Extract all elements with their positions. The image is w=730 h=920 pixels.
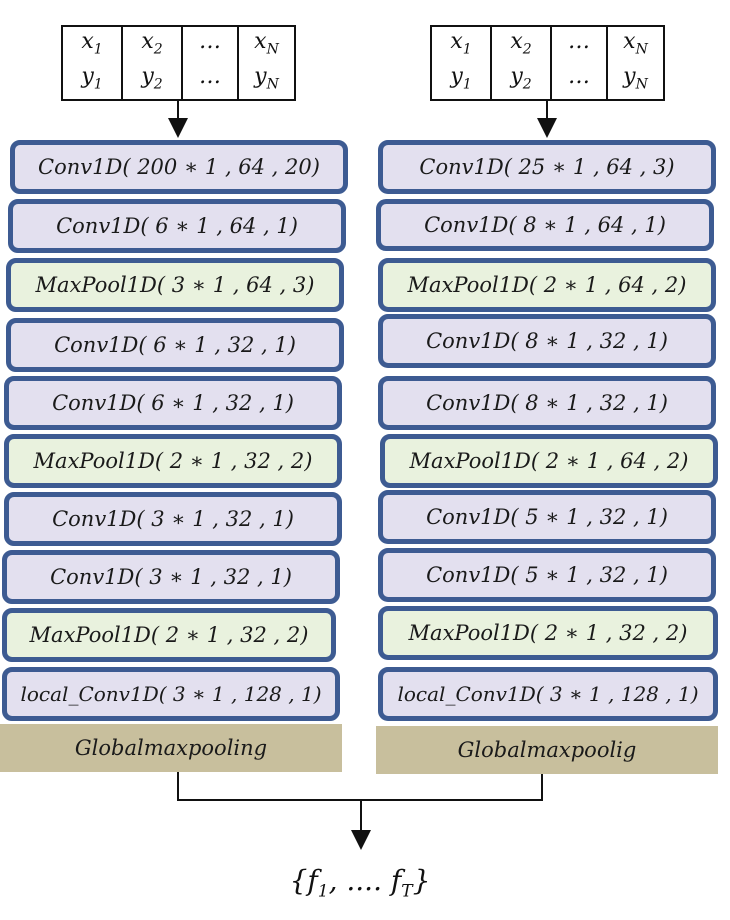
right-input-cell: x2 y2 <box>492 27 552 99</box>
merge-connector <box>177 772 543 801</box>
left-input-cell: x2 y2 <box>123 27 183 99</box>
left-input-cell: x1 y1 <box>63 27 123 99</box>
right-layer: Conv1D( 5 ∗ 1 , 32 , 1) <box>378 490 716 544</box>
right-layer: MaxPool1D( 2 ∗ 1 , 64 , 2) <box>380 434 718 488</box>
right-input-cell: xN yN <box>623 28 648 93</box>
left-input-table: x1 y1 x2 y2 …… xN yN <box>61 25 296 101</box>
left-layer: Conv1D( 200 ∗ 1 , 64 , 20) <box>10 140 348 194</box>
right-layer: Conv1D( 8 ∗ 1 , 64 , 1) <box>376 199 714 251</box>
left-layer: local_Conv1D( 3 ∗ 1 , 128 , 1) <box>2 667 340 721</box>
left-layer: MaxPool1D( 3 ∗ 1 , 64 , 3) <box>6 258 344 312</box>
right-layer: MaxPool1D( 2 ∗ 1 , 32 , 2) <box>378 606 718 660</box>
right-layer: Conv1D( 8 ∗ 1 , 32 , 1) <box>378 314 716 368</box>
right-layer: Conv1D( 25 ∗ 1 , 64 , 3) <box>378 140 716 194</box>
left-layer: Conv1D( 3 ∗ 1 , 32 , 1) <box>4 492 342 546</box>
left-layer: Conv1D( 6 ∗ 1 , 32 , 1) <box>6 318 344 372</box>
right-global-maxpool: Globalmaxpoolig <box>376 726 718 774</box>
right-layer: local_Conv1D( 3 ∗ 1 , 128 , 1) <box>378 667 718 721</box>
left-layer: MaxPool1D( 2 ∗ 1 , 32 , 2) <box>4 434 342 488</box>
left-input-cell: xN yN <box>254 28 279 93</box>
left-layer: Conv1D( 3 ∗ 1 , 32 , 1) <box>2 550 340 604</box>
right-input-cell: x1 y1 <box>432 27 492 99</box>
right-input-cell: …… <box>552 27 608 99</box>
right-layer: Conv1D( 5 ∗ 1 , 32 , 1) <box>378 548 716 602</box>
left-layer: MaxPool1D( 2 ∗ 1 , 32 , 2) <box>2 608 336 662</box>
output-set: {f1, .... fT} <box>289 864 431 902</box>
left-input-cell: …… <box>183 27 239 99</box>
right-layer: Conv1D( 8 ∗ 1 , 32 , 1) <box>378 376 716 430</box>
right-layer: MaxPool1D( 2 ∗ 1 , 64 , 2) <box>378 258 716 312</box>
left-global-maxpool: Globalmaxpooling <box>0 724 342 772</box>
right-input-table: x1 y1 x2 y2 …… xN yN <box>430 25 665 101</box>
left-layer: Conv1D( 6 ∗ 1 , 64 , 1) <box>8 199 346 253</box>
left-layer: Conv1D( 6 ∗ 1 , 32 , 1) <box>4 376 342 430</box>
